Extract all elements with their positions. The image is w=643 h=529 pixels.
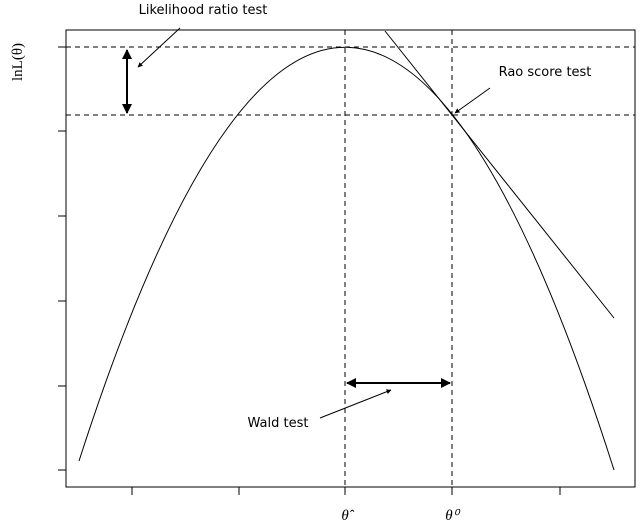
y-ticks	[58, 46, 66, 471]
lr-label: Likelihood ratio test	[139, 3, 268, 18]
wald-pointer	[319, 389, 392, 419]
log-likelihood-curve	[78, 46, 615, 471]
theta-hat-label: θ̂	[341, 508, 354, 524]
rao-pointer	[454, 87, 491, 114]
tangent-line	[384, 30, 615, 319]
plot-box	[65, 29, 636, 488]
x-ticks	[131, 487, 561, 495]
y-axis-label: lnL(θ)	[10, 43, 26, 81]
lr-pointer	[137, 27, 181, 68]
rao-label: Rao score test	[499, 65, 592, 80]
theta-null-label: θ⁰	[445, 508, 460, 524]
wald-label: Wald test	[248, 416, 309, 431]
